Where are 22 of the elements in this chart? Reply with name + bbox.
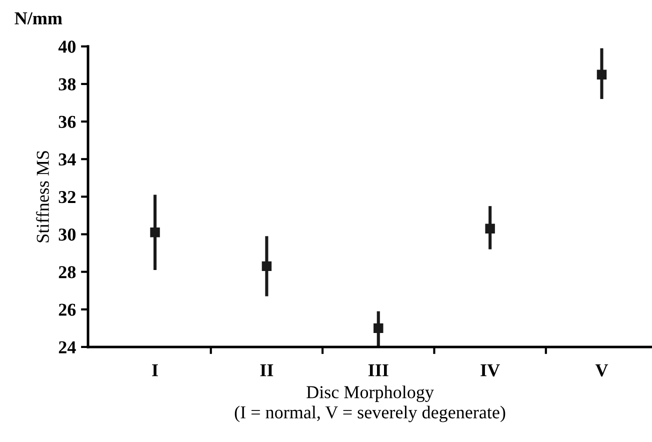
y-tick-label: 38 [58, 78, 76, 90]
point [596, 70, 607, 80]
x-tick-label: IV [480, 364, 500, 376]
y-tick-label: 36 [58, 116, 76, 128]
text: N/mm [14, 12, 62, 24]
x-tick-label: II [260, 364, 274, 376]
x-tick-label: III [368, 364, 388, 376]
y-tick-label: 34 [58, 153, 76, 166]
point [374, 323, 384, 334]
y-tick-label: 24 [58, 341, 76, 354]
x-axis-title: Disc Morphology (I = normal, V = severely degenerate) [234, 386, 506, 422]
y-tick-label: 30 [58, 228, 76, 241]
y-tick-label: 32 [58, 191, 76, 204]
y-tick-label: 28 [58, 266, 76, 278]
point [485, 224, 495, 234]
x-tick-label: I [152, 364, 158, 376]
y-tick-label: 26 [58, 304, 76, 316]
point [262, 261, 272, 272]
point [150, 228, 160, 238]
y-axis-title: Stiffness MS [36, 151, 49, 242]
y-tick-label: 40 [58, 40, 76, 53]
x-tick-label: V [595, 364, 608, 376]
